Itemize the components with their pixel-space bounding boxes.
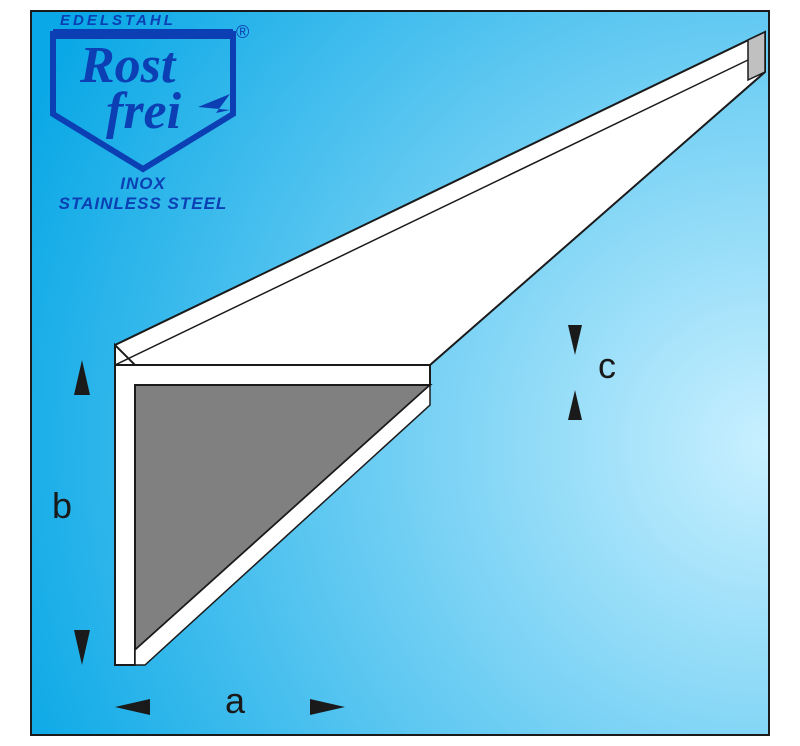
dim-b-arrow-top [74, 360, 90, 395]
dim-b-label: b [52, 485, 72, 527]
dim-c-arrow-bottom [568, 390, 582, 420]
dim-b-arrow-bottom [74, 630, 90, 665]
logo-sub-line1: INOX [48, 174, 238, 194]
logo-main-line1: Rost [80, 44, 175, 88]
logo-main-line2: frei [106, 90, 181, 134]
dim-a-arrow-right [310, 699, 345, 715]
dim-a-label: a [225, 680, 245, 722]
diagram-inner: a b c EDELSTAHL ® Rost frei INOX STAINLE… [30, 10, 770, 736]
dim-c-label: c [598, 345, 616, 387]
logo-registered: ® [236, 22, 249, 43]
dim-c-arrow-top [568, 325, 582, 355]
diagram-frame: a b c EDELSTAHL ® Rost frei INOX STAINLE… [0, 0, 800, 746]
dim-a-arrow-left [115, 699, 150, 715]
logo-sub-line2: STAINLESS STEEL [48, 194, 238, 214]
logo-top-text: EDELSTAHL [60, 12, 176, 29]
